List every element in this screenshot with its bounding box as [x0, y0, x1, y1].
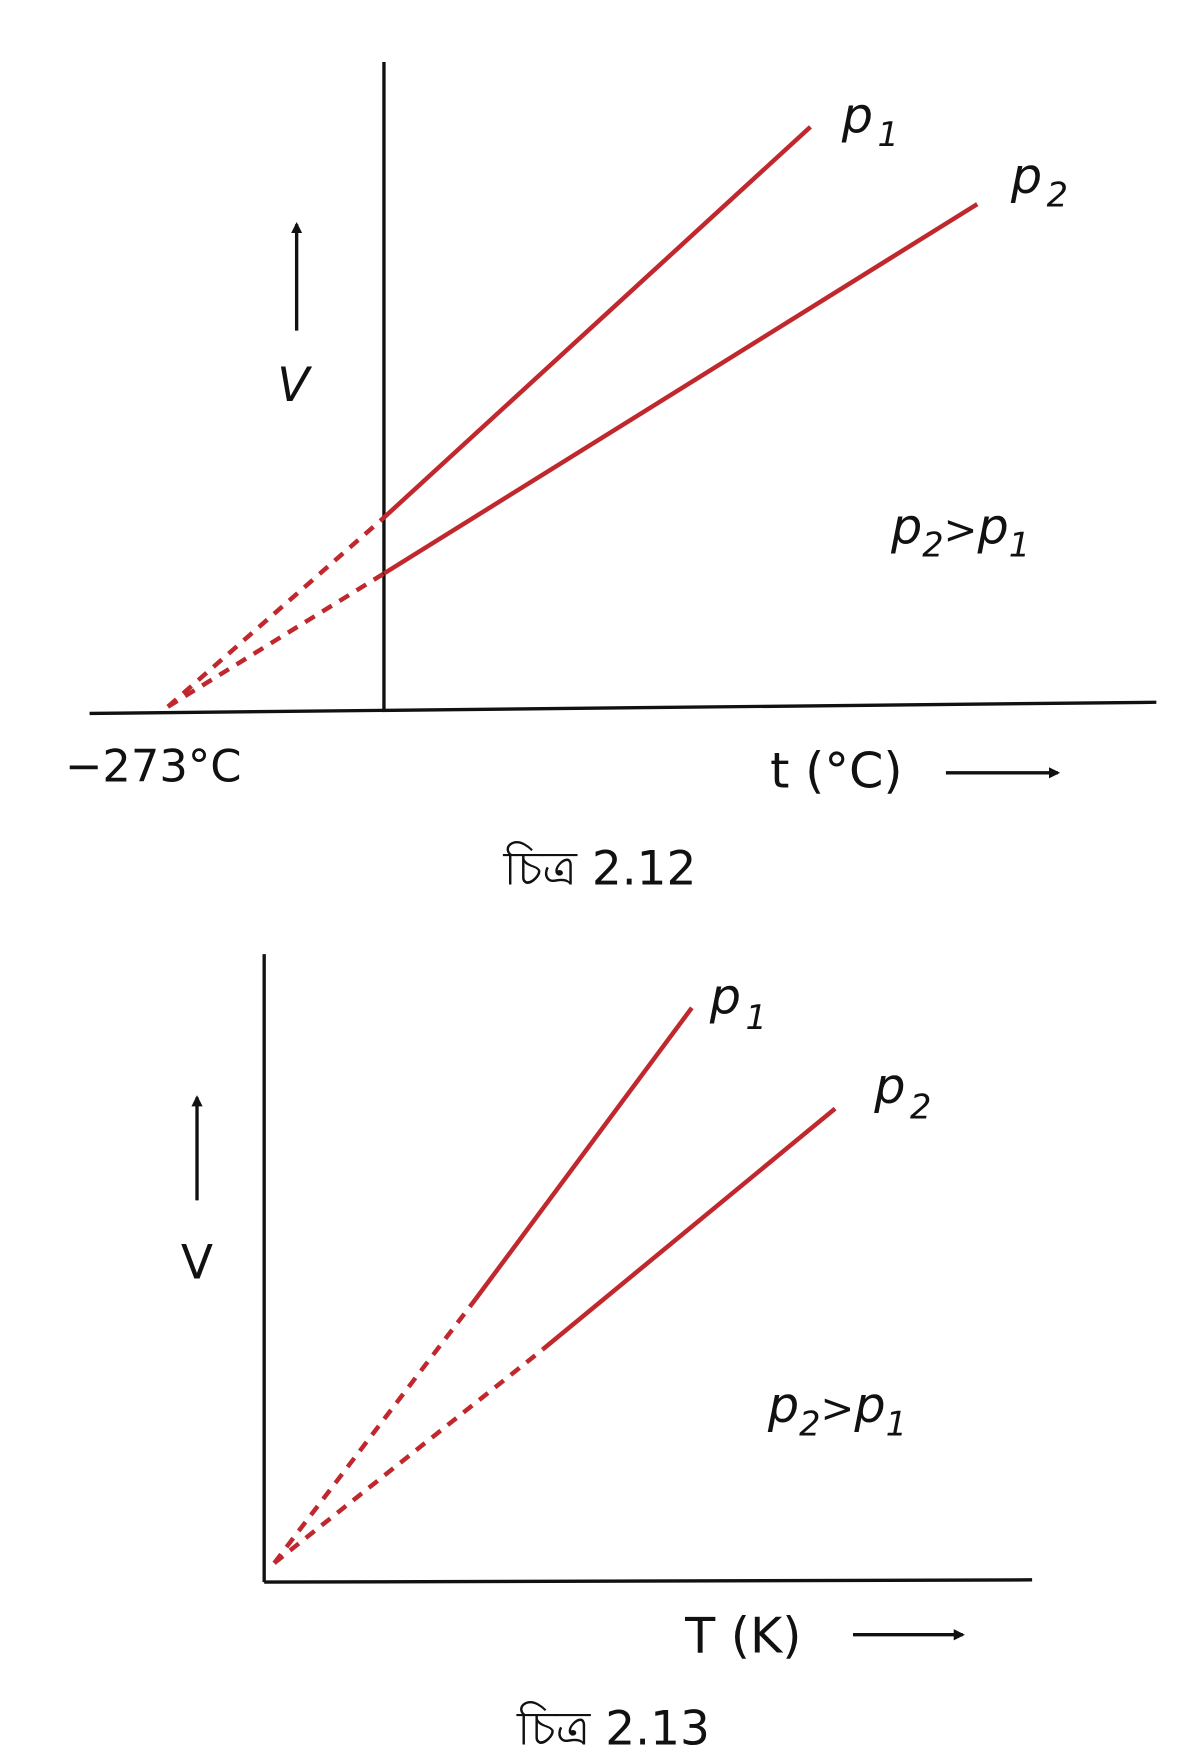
label-sub: 1	[745, 998, 766, 1037]
y-axis-label: V	[277, 358, 312, 413]
x-axis	[89, 700, 1157, 716]
rel-sub: 2	[799, 1404, 820, 1443]
x-axis	[264, 1578, 1033, 1584]
rel-sub: 2	[922, 526, 943, 565]
label-base: p	[1010, 147, 1042, 205]
line-p1	[473, 1006, 694, 1301]
label-base: p	[841, 86, 873, 144]
x-axis-label: t (°C)	[770, 741, 902, 799]
caption: চিত্র 2.12	[503, 842, 697, 897]
label-sub: 2	[1047, 175, 1068, 214]
line-p2	[541, 1106, 837, 1351]
label-base: p	[709, 967, 741, 1025]
rel-base: p	[767, 1376, 799, 1434]
label-sub: 2	[910, 1088, 931, 1127]
label-sub: 1	[878, 115, 899, 154]
rel-op: >	[821, 1385, 855, 1432]
rel-base: p	[890, 497, 922, 555]
rel-sub: 1	[886, 1404, 907, 1443]
rel-op: >	[944, 506, 978, 553]
y-axis-label: V	[181, 1236, 213, 1291]
rel-sub: 1	[1009, 526, 1030, 565]
rel-base: p	[976, 497, 1008, 555]
relation: p2>p1	[890, 497, 1030, 564]
relation: p2>p1	[767, 1376, 907, 1443]
rel-base: p	[853, 1376, 885, 1434]
extrapolation-p2	[272, 1347, 545, 1565]
caption: চিত্র 2.13	[516, 1701, 710, 1756]
intercept-label: −273°C	[65, 740, 242, 793]
x-axis-label: T (K)	[684, 1607, 801, 1665]
line-p1	[382, 125, 812, 520]
extrapolation-p1	[272, 1297, 478, 1565]
label-base: p	[873, 1057, 905, 1115]
extrapolation-p1	[166, 515, 386, 709]
line-p2	[382, 202, 979, 576]
extrapolation-p2	[166, 571, 386, 709]
